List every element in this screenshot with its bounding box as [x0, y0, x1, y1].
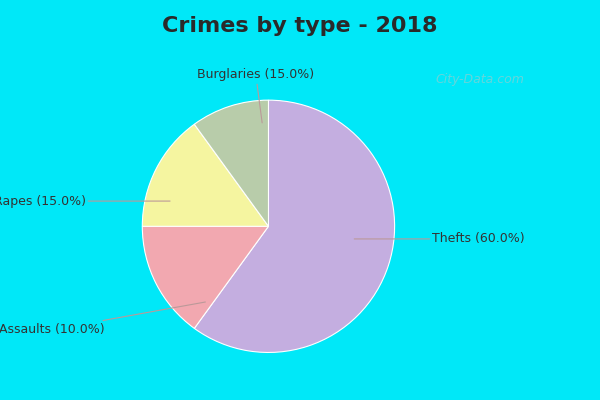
Text: Thefts (60.0%): Thefts (60.0%)	[354, 232, 525, 246]
Wedge shape	[194, 100, 395, 352]
Wedge shape	[194, 100, 268, 226]
Text: Rapes (15.0%): Rapes (15.0%)	[0, 194, 170, 208]
Wedge shape	[142, 124, 268, 226]
Text: Assaults (10.0%): Assaults (10.0%)	[0, 302, 205, 336]
Wedge shape	[142, 226, 268, 328]
Text: Burglaries (15.0%): Burglaries (15.0%)	[197, 68, 314, 123]
Text: City-Data.com: City-Data.com	[436, 74, 524, 86]
Text: Crimes by type - 2018: Crimes by type - 2018	[162, 16, 438, 36]
